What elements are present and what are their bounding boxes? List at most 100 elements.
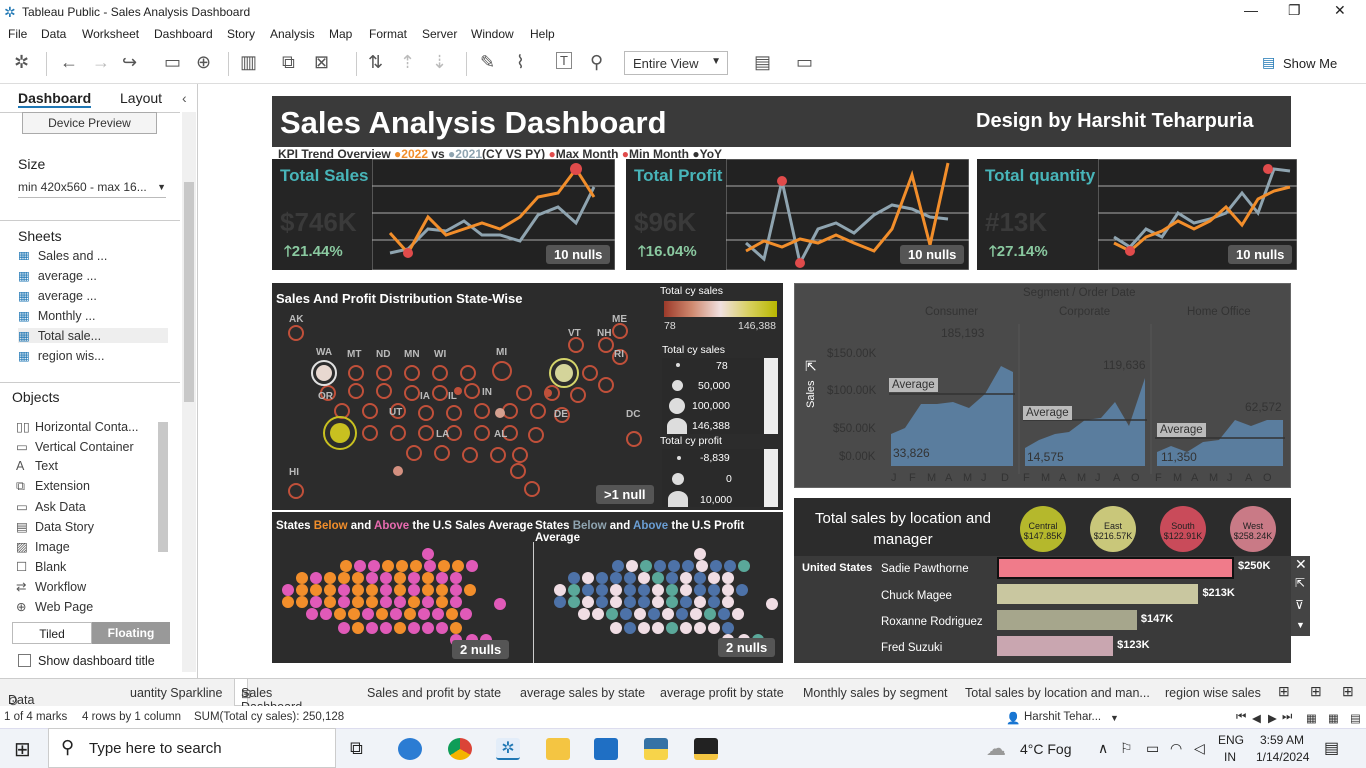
state-dot[interactable] [352,584,364,596]
size-legend-scrollbar[interactable] [764,358,778,434]
state-dot[interactable] [324,572,336,584]
manager-bar[interactable] [997,636,1114,656]
state-dot[interactable] [436,596,448,608]
state-dot[interactable] [612,560,624,572]
edge-icon[interactable] [398,738,422,760]
state-dot[interactable] [366,572,378,584]
state-dot[interactable] [596,584,608,596]
python-icon[interactable] [644,738,668,760]
state-dot[interactable] [464,584,476,596]
tab-layout[interactable]: Layout [120,90,163,106]
tab-dashboard[interactable]: Dashboard [18,90,92,108]
notifications-icon[interactable]: ▤ [1324,740,1340,757]
tab-sheet[interactable]: average profit by state [660,686,784,700]
state-dot[interactable] [338,622,350,634]
grid-view-icon[interactable]: ▦ [1328,713,1339,725]
state-dot[interactable] [568,584,580,596]
duplicate-icon[interactable]: ⧉ [282,52,295,72]
redo-icon[interactable]: → [92,52,110,72]
first-sheet-icon[interactable]: ⏮ [1236,711,1247,723]
state-dot[interactable] [610,622,622,634]
menu-analysis[interactable]: Analysis [270,27,315,41]
tab-sheet[interactable]: Total sales by location and man... [965,686,1150,700]
state-dot[interactable] [708,622,720,634]
next-sheet-icon[interactable]: ▶ [1268,713,1277,725]
state-dot[interactable] [422,572,434,584]
state-dot[interactable] [610,596,622,608]
state-dot[interactable] [380,622,392,634]
state-dot[interactable] [394,572,406,584]
state-dot[interactable] [446,608,458,620]
state-dot[interactable] [710,560,722,572]
state-dot[interactable] [438,560,450,572]
save-icon[interactable]: ▭ [164,52,182,72]
nulls-badge[interactable]: 2 nulls [452,640,510,659]
clear-icon[interactable]: ⊠ [314,52,330,72]
state-dot[interactable] [450,584,462,596]
state-dot[interactable] [306,608,318,620]
prev-sheet-icon[interactable]: ◀ [1252,713,1261,725]
state-dot[interactable] [610,584,622,596]
state-dot[interactable] [418,608,430,620]
state-dot[interactable] [404,608,416,620]
kpi-total-quantity[interactable]: Total quantity #13K 🡑27.14% 10 nulls [977,159,1297,270]
size-select[interactable]: min 420x560 - max 16... ▼ [18,180,166,198]
menu-format[interactable]: Format [369,27,408,41]
state-dot[interactable] [568,572,580,584]
state-dot[interactable] [662,608,674,620]
state-dot[interactable] [680,596,692,608]
state-dot[interactable] [450,572,462,584]
menu-story[interactable]: Story [227,27,256,41]
state-dot[interactable] [368,560,380,572]
state-dot[interactable] [676,608,688,620]
state-dot[interactable] [640,560,652,572]
clock-time[interactable]: 3:59 AM [1260,733,1305,747]
state-dot[interactable] [324,584,336,596]
state-dot[interactable] [624,596,636,608]
manager-bar[interactable] [997,610,1137,630]
state-dot[interactable] [704,608,716,620]
state-dot[interactable] [722,572,734,584]
state-dot[interactable] [424,560,436,572]
state-dot[interactable] [624,584,636,596]
state-dot[interactable] [638,596,650,608]
nulls-badge[interactable]: 10 nulls [1228,245,1293,264]
menu-server[interactable]: Server [422,27,458,41]
state-dot[interactable] [708,596,720,608]
menu-help[interactable]: Help [530,27,555,41]
object-horizontal-container[interactable]: ▯▯ Horizontal Conta... [16,420,139,434]
state-dot[interactable] [690,608,702,620]
tab-sheet[interactable]: Monthly sales by segment [803,686,948,700]
state-dot[interactable] [624,622,636,634]
manager-bar[interactable] [997,584,1199,604]
security-icon[interactable]: ⚐ [1120,740,1133,756]
state-dot[interactable] [352,596,364,608]
scrollbar[interactable] [182,112,196,672]
tableau-taskbar-icon[interactable]: ✲ [496,738,520,760]
undo-icon[interactable]: ← [60,52,78,72]
hex-map[interactable]: AK ME VT NH WA MT ND MN WI MI RI OR IA I… [272,305,658,510]
sales-hexmap[interactable] [272,542,522,663]
state-dot[interactable] [408,584,420,596]
state-dot[interactable] [432,608,444,620]
state-dot[interactable] [724,560,736,572]
swap-icon[interactable]: ⇅ [368,52,384,72]
state-dot[interactable] [324,596,336,608]
state-dot[interactable] [394,584,406,596]
state-dot[interactable] [338,584,350,596]
new-worksheet-icon[interactable]: ⊞ [1278,683,1290,699]
state-dot[interactable] [554,596,566,608]
profit-legend-scrollbar[interactable] [764,449,778,507]
tab-sheet[interactable]: region wise sales [1165,686,1261,700]
state-dot[interactable] [352,572,364,584]
sheet-item[interactable]: ▦ region wis... [18,349,105,363]
state-dot[interactable] [638,572,650,584]
state-dot[interactable] [422,596,434,608]
state-dot[interactable] [366,596,378,608]
sheet-item[interactable]: ▦ Monthly ... [18,309,96,323]
menu-map[interactable]: Map [329,27,353,41]
fit-view-select[interactable]: Entire View ▼ [624,51,728,75]
state-dot[interactable] [394,622,406,634]
state-dot[interactable] [652,622,664,634]
state-dot[interactable] [282,596,294,608]
